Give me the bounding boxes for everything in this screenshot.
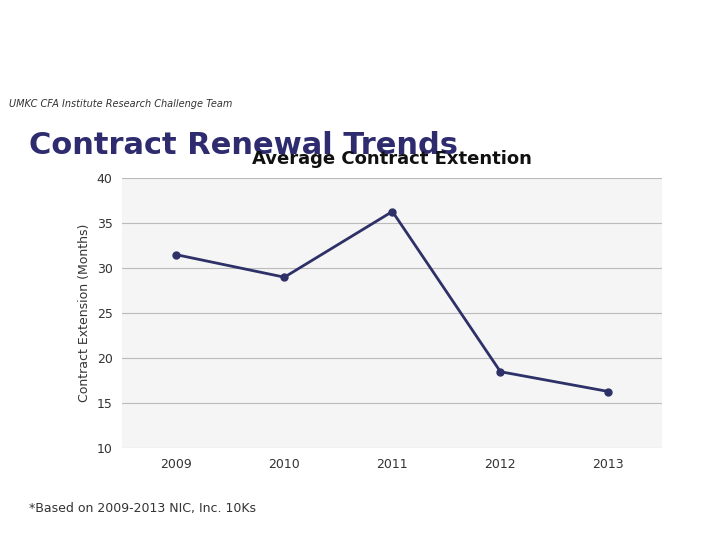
Text: Contract Renewal Trends: Contract Renewal Trends	[29, 131, 458, 160]
Text: *Based on 2009-2013 NIC, Inc. 10Ks: *Based on 2009-2013 NIC, Inc. 10Ks	[29, 502, 256, 515]
Title: Average Contract Extention: Average Contract Extention	[253, 150, 532, 168]
Text: 21: 21	[664, 21, 698, 44]
Text: UMKC CFA Institute Research Challenge Team: UMKC CFA Institute Research Challenge Te…	[9, 99, 232, 109]
Y-axis label: Contract Extension (Months): Contract Extension (Months)	[78, 224, 91, 402]
